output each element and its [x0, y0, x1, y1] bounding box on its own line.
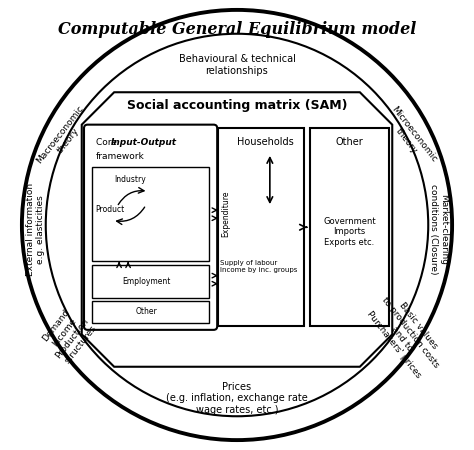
Text: Demand
Income
Production
structures: Demand Income Production structures: [37, 304, 99, 367]
Text: Basic values
to production costs
and to
Purchasers' prices: Basic values to production costs and to …: [363, 288, 448, 382]
Text: Product: Product: [96, 205, 125, 214]
FancyBboxPatch shape: [84, 125, 217, 330]
Circle shape: [22, 10, 452, 440]
Bar: [310, 128, 389, 326]
Text: Government
Imports
Exports etc.: Government Imports Exports etc.: [323, 217, 376, 247]
Bar: [92, 301, 209, 323]
Text: Market-clearing
conditions (Closure): Market-clearing conditions (Closure): [429, 184, 448, 275]
Text: Other: Other: [336, 137, 364, 147]
Text: Supply of labour
Income by inc. groups: Supply of labour Income by inc. groups: [220, 261, 298, 273]
Text: External information
e.g. elasticities: External information e.g. elasticities: [26, 183, 45, 276]
Text: Households: Households: [237, 137, 294, 147]
Bar: [92, 265, 209, 298]
Text: Industry: Industry: [115, 175, 146, 184]
Text: Input-Output: Input-Output: [111, 138, 177, 147]
Text: Behavioural & technical
relationships: Behavioural & technical relationships: [179, 54, 295, 76]
Text: Computable General Equilibrium model: Computable General Equilibrium model: [58, 21, 416, 38]
Text: Other: Other: [135, 307, 157, 316]
Text: Macroeconomic
theory: Macroeconomic theory: [34, 104, 93, 171]
Polygon shape: [82, 92, 392, 367]
Text: Microeconomic
theory: Microeconomic theory: [382, 104, 439, 170]
Text: framework: framework: [96, 152, 145, 161]
Text: Core: Core: [96, 138, 119, 147]
Bar: [92, 166, 209, 261]
Text: Employment: Employment: [122, 277, 170, 286]
Text: Expenditure: Expenditure: [222, 190, 231, 237]
Bar: [218, 128, 304, 326]
Text: Prices
(e.g. inflation, exchange rate
wage rates, etc.): Prices (e.g. inflation, exchange rate wa…: [166, 382, 308, 415]
Text: Social accounting matrix (SAM): Social accounting matrix (SAM): [127, 99, 347, 112]
